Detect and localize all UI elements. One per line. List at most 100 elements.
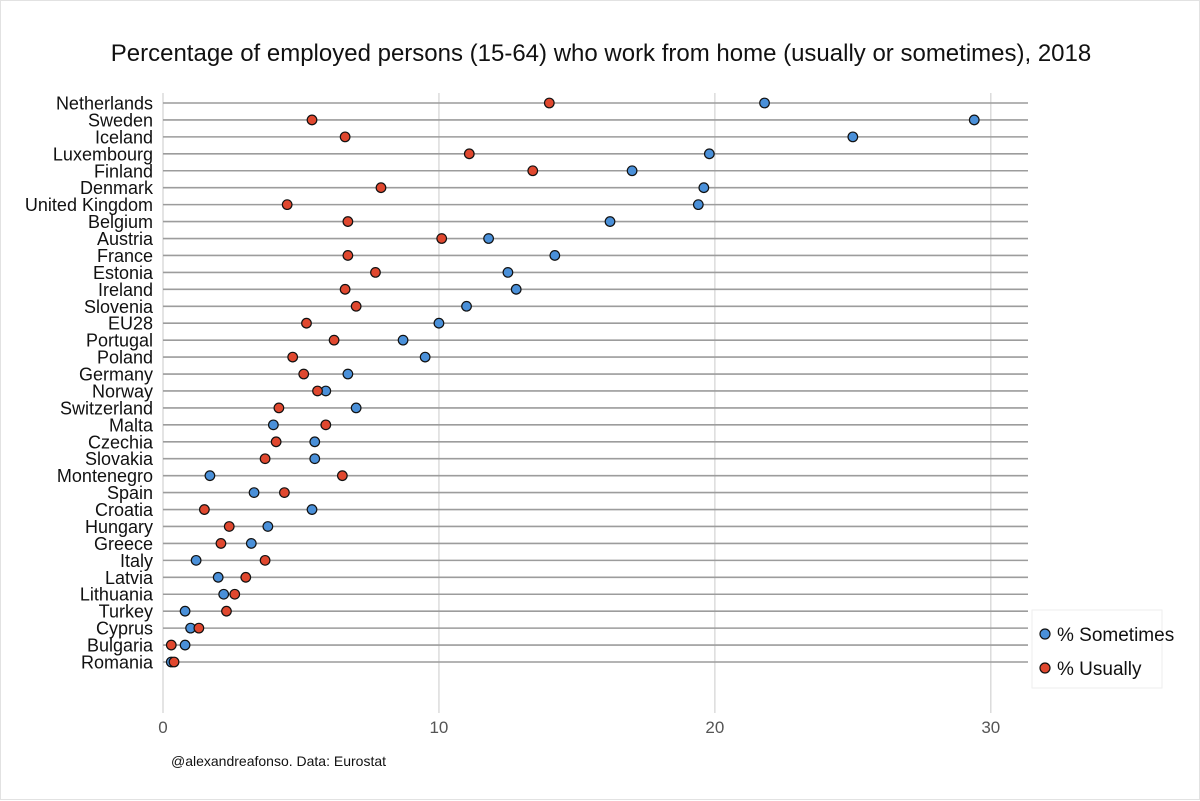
category-label: France	[97, 246, 153, 266]
dot-usually	[320, 419, 332, 431]
category-row: EU28	[108, 314, 1028, 334]
category-label: Austria	[97, 229, 154, 249]
category-row: Cyprus	[96, 619, 1028, 639]
x-gridlines	[162, 93, 992, 713]
dot-usually	[328, 334, 340, 346]
category-label: Portugal	[86, 331, 153, 351]
chart-title: Percentage of employed persons (15-64) w…	[111, 40, 1091, 67]
category-row: Belgium	[88, 212, 1028, 232]
dot-sometimes	[483, 233, 495, 244]
dot-usually	[221, 605, 232, 617]
dot-sometimes	[626, 165, 638, 177]
dot-usually	[298, 368, 310, 380]
category-label: Montenegro	[57, 466, 153, 486]
dot-sometimes	[179, 605, 191, 617]
category-rows: NetherlandsSwedenIcelandLuxembourgFinlan…	[25, 94, 1028, 673]
category-row: Austria	[97, 229, 1028, 249]
category-label: Cyprus	[96, 619, 153, 639]
dot-sometimes	[218, 588, 230, 600]
category-label: Switzerland	[60, 398, 153, 418]
dot-usually	[287, 351, 299, 363]
category-label: Finland	[94, 161, 153, 181]
category-row: Spain	[107, 483, 1028, 503]
dot-sometimes	[204, 470, 216, 482]
dot-sometimes	[309, 436, 321, 448]
category-label: Netherlands	[56, 94, 153, 114]
dot-sometimes	[433, 317, 445, 329]
legend-label: % Sometimes	[1057, 625, 1174, 646]
dot-usually	[527, 165, 539, 177]
category-label: Spain	[107, 483, 153, 503]
category-row: Estonia	[93, 263, 1028, 283]
category-label: Estonia	[93, 263, 154, 283]
legend-box	[1031, 609, 1163, 689]
dot-sometimes	[248, 487, 260, 499]
category-row: Ireland	[98, 280, 1028, 300]
category-row: Turkey	[99, 602, 1028, 622]
x-tick-label: 20	[705, 718, 724, 737]
category-label: Italy	[120, 551, 153, 571]
dot-usually	[259, 453, 271, 465]
dot-usually	[240, 571, 252, 583]
dot-sometimes	[698, 182, 710, 194]
category-label: Romania	[81, 653, 154, 673]
dot-usually	[350, 300, 362, 312]
category-label: Germany	[79, 365, 153, 385]
category-label: Denmark	[80, 178, 154, 198]
category-label: Croatia	[95, 500, 154, 520]
dot-sometimes	[968, 114, 980, 126]
category-row: Slovenia	[84, 297, 1028, 317]
category-label: Turkey	[99, 602, 153, 622]
dot-sometimes	[419, 351, 431, 363]
category-row: Iceland	[95, 127, 1028, 147]
legend-marker	[1039, 628, 1051, 640]
dot-sometimes	[212, 571, 224, 583]
category-row: Malta	[109, 415, 1028, 435]
category-row: Bulgaria	[87, 636, 1028, 656]
dot-sometimes	[397, 334, 409, 346]
dot-usually	[370, 266, 381, 278]
category-row: France	[97, 246, 1028, 266]
chart-caption: @alexandreafonso. Data: Eurostat	[171, 753, 386, 769]
category-row: Switzerland	[60, 398, 1028, 418]
dot-usually	[301, 317, 312, 329]
category-label: EU28	[108, 314, 153, 334]
dot-sometimes	[245, 538, 257, 549]
category-row: Luxembourg	[53, 144, 1028, 164]
category-row: Netherlands	[56, 94, 1028, 114]
dot-sometimes	[342, 368, 354, 380]
dot-sometimes	[262, 521, 274, 532]
dot-usually	[223, 521, 235, 532]
category-row: Norway	[92, 381, 1028, 401]
category-label: United Kingdom	[25, 195, 153, 215]
dot-usually	[342, 250, 354, 261]
legend-item: % Sometimes	[1039, 625, 1174, 646]
dot-sometimes	[179, 639, 191, 651]
x-tick-label: 30	[981, 718, 1000, 737]
dot-usually	[463, 148, 475, 160]
category-label: Luxembourg	[53, 144, 153, 164]
dot-usually	[436, 233, 448, 244]
dot-usually	[336, 470, 348, 482]
dot-usually	[306, 114, 318, 126]
dot-sometimes	[847, 131, 859, 143]
dot-sometimes	[306, 504, 318, 515]
category-label: Greece	[94, 534, 153, 554]
dot-sometimes	[502, 266, 514, 278]
category-row: Romania	[81, 653, 1028, 673]
category-row: Latvia	[105, 568, 1028, 588]
category-label: Sweden	[88, 110, 153, 130]
dot-usually	[312, 385, 323, 397]
dot-usually	[375, 182, 387, 194]
category-label: Iceland	[95, 127, 153, 147]
dot-sometimes	[549, 250, 561, 261]
dot-usually	[279, 487, 290, 499]
category-row: Sweden	[88, 110, 1028, 130]
legend: % Sometimes % Usually	[1031, 609, 1174, 689]
legend-item: % Usually	[1039, 659, 1142, 680]
category-row: Greece	[94, 534, 1028, 554]
legend-marker	[1039, 662, 1051, 674]
dot-usually	[168, 656, 180, 668]
category-label: Lithuania	[80, 585, 154, 605]
